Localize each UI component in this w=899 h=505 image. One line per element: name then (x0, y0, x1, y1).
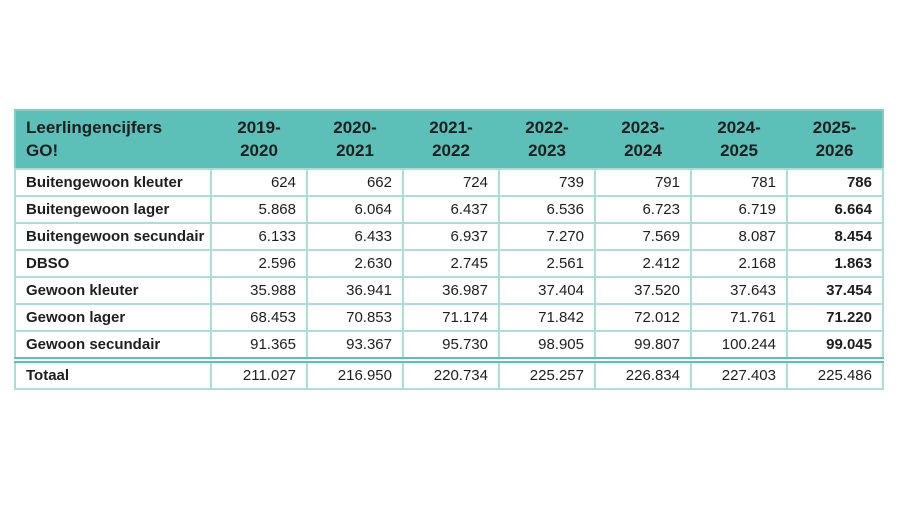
value-cell: 95.730 (402, 330, 500, 361)
year-line2: 2020 (240, 141, 278, 160)
value-cell: 71.174 (402, 303, 500, 332)
column-header-2022-2023: 2022- 2023 (499, 110, 595, 169)
total-value-cell: 216.950 (306, 357, 404, 390)
year-line1: 2019- (237, 118, 281, 137)
value-cell: 6.433 (306, 222, 404, 251)
value-cell: 37.643 (690, 276, 788, 305)
value-cell: 724 (402, 168, 500, 197)
row-label: Buitengewoon secundair (14, 222, 212, 251)
value-cell: 6.536 (498, 195, 596, 224)
column-header-2025-2026: 2025- 2026 (787, 110, 883, 169)
value-cell: 37.404 (498, 276, 596, 305)
year-line1: 2025- (812, 118, 857, 137)
value-cell: 37.454 (786, 276, 884, 305)
year-line2: 2025 (720, 141, 758, 160)
value-cell: 93.367 (306, 330, 404, 361)
year-line2: 2021 (336, 141, 374, 160)
year-line2: 2026 (815, 141, 854, 160)
row-label: DBSO (14, 249, 212, 278)
value-cell: 2.630 (306, 249, 404, 278)
total-value-cell: 220.734 (402, 357, 500, 390)
value-cell: 624 (210, 168, 308, 197)
value-cell: 36.941 (306, 276, 404, 305)
value-cell: 1.863 (786, 249, 884, 278)
value-cell: 6.723 (594, 195, 692, 224)
table-row-buitengewoon-secundair: Buitengewoon secundair 6.133 6.433 6.937… (14, 222, 884, 251)
table-row-buitengewoon-lager: Buitengewoon lager 5.868 6.064 6.437 6.5… (14, 195, 884, 224)
column-header-2019-2020: 2019- 2020 (211, 110, 307, 169)
value-cell: 6.937 (402, 222, 500, 251)
value-cell: 8.454 (786, 222, 884, 251)
year-line2: 2023 (528, 141, 566, 160)
value-cell: 8.087 (690, 222, 788, 251)
leerlingencijfers-table: Leerlingencijfers GO! 2019- 2020 2020- 2… (14, 109, 884, 390)
value-cell: 2.561 (498, 249, 596, 278)
value-cell: 2.745 (402, 249, 500, 278)
row-label: Gewoon kleuter (14, 276, 212, 305)
total-row-label: Totaal (14, 357, 212, 390)
table-title-line1: Leerlingencijfers (26, 118, 163, 137)
row-label: Buitengewoon kleuter (14, 168, 212, 197)
value-cell: 71.220 (786, 303, 884, 332)
total-row: Totaal 211.027 216.950 220.734 225.257 2… (14, 357, 884, 390)
column-header-2020-2021: 2020- 2021 (307, 110, 403, 169)
value-cell: 99.045 (786, 330, 884, 361)
table-title: Leerlingencijfers GO! (15, 110, 211, 169)
value-cell: 2.412 (594, 249, 692, 278)
value-cell: 91.365 (210, 330, 308, 361)
table-row-gewoon-lager: Gewoon lager 68.453 70.853 71.174 71.842… (14, 303, 884, 332)
total-value-cell: 227.403 (690, 357, 788, 390)
column-header-2024-2025: 2024- 2025 (691, 110, 787, 169)
value-cell: 35.988 (210, 276, 308, 305)
value-cell: 71.842 (498, 303, 596, 332)
value-cell: 781 (690, 168, 788, 197)
header-row: Leerlingencijfers GO! 2019- 2020 2020- 2… (15, 110, 883, 169)
table-row-gewoon-secundair: Gewoon secundair 91.365 93.367 95.730 98… (14, 330, 884, 361)
year-line1: 2021- (429, 118, 473, 137)
total-value-cell: 225.257 (498, 357, 596, 390)
table-row-buitengewoon-kleuter: Buitengewoon kleuter 624 662 724 739 791… (14, 168, 884, 197)
student-numbers-table-container: Leerlingencijfers GO! 2019- 2020 2020- 2… (14, 109, 884, 390)
value-cell: 6.437 (402, 195, 500, 224)
row-label: Buitengewoon lager (14, 195, 212, 224)
value-cell: 662 (306, 168, 404, 197)
value-cell: 739 (498, 168, 596, 197)
row-label: Gewoon lager (14, 303, 212, 332)
table-row-dbso: DBSO 2.596 2.630 2.745 2.561 2.412 2.168… (14, 249, 884, 278)
value-cell: 7.569 (594, 222, 692, 251)
value-cell: 7.270 (498, 222, 596, 251)
value-cell: 6.133 (210, 222, 308, 251)
total-value-cell: 211.027 (210, 357, 308, 390)
value-cell: 68.453 (210, 303, 308, 332)
value-cell: 791 (594, 168, 692, 197)
table-title-line2: GO! (26, 141, 59, 160)
value-cell: 2.168 (690, 249, 788, 278)
value-cell: 100.244 (690, 330, 788, 361)
value-cell: 6.664 (786, 195, 884, 224)
value-cell: 71.761 (690, 303, 788, 332)
value-cell: 37.520 (594, 276, 692, 305)
year-line1: 2023- (621, 118, 665, 137)
value-cell: 36.987 (402, 276, 500, 305)
year-line2: 2024 (624, 141, 662, 160)
value-cell: 786 (786, 168, 884, 197)
value-cell: 99.807 (594, 330, 692, 361)
year-line1: 2020- (333, 118, 377, 137)
year-line1: 2024- (717, 118, 761, 137)
total-value-cell: 226.834 (594, 357, 692, 390)
row-label: Gewoon secundair (14, 330, 212, 361)
column-header-2023-2024: 2023- 2024 (595, 110, 691, 169)
value-cell: 2.596 (210, 249, 308, 278)
value-cell: 5.868 (210, 195, 308, 224)
table-row-gewoon-kleuter: Gewoon kleuter 35.988 36.941 36.987 37.4… (14, 276, 884, 305)
value-cell: 70.853 (306, 303, 404, 332)
value-cell: 72.012 (594, 303, 692, 332)
value-cell: 6.719 (690, 195, 788, 224)
total-value-cell: 225.486 (786, 357, 884, 390)
year-line2: 2022 (432, 141, 470, 160)
value-cell: 98.905 (498, 330, 596, 361)
year-line1: 2022- (525, 118, 569, 137)
value-cell: 6.064 (306, 195, 404, 224)
column-header-2021-2022: 2021- 2022 (403, 110, 499, 169)
